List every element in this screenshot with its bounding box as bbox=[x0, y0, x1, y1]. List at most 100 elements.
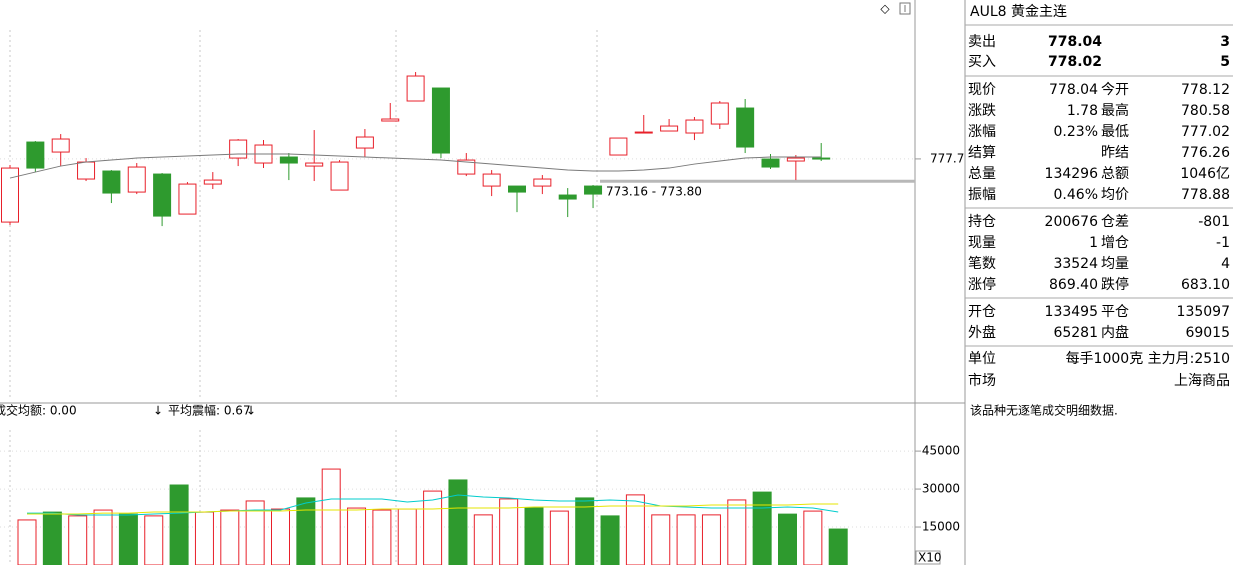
quote-label: 最高 bbox=[1101, 102, 1129, 119]
volume-average bbox=[27, 494, 839, 516]
window-icon[interactable] bbox=[899, 2, 911, 15]
quote-label: 结算 bbox=[968, 145, 996, 161]
indicator-header: 平均震幅: 0.67 bbox=[168, 403, 251, 418]
candle-body bbox=[609, 137, 628, 156]
candle-body bbox=[406, 75, 425, 102]
candle-body bbox=[812, 157, 831, 160]
candle-body bbox=[508, 185, 526, 193]
candle-body bbox=[1, 167, 19, 223]
quote-value: 200676 bbox=[1045, 214, 1099, 230]
quote-value: 778.04 bbox=[1049, 82, 1098, 98]
candle-body bbox=[26, 141, 45, 169]
candle-body bbox=[786, 157, 805, 162]
quote-label: 开仓 bbox=[968, 304, 996, 320]
candle-body bbox=[51, 138, 70, 153]
volume-bar bbox=[651, 514, 671, 565]
quote-label: 笔数 bbox=[968, 256, 996, 272]
quote-label: 内盘 bbox=[1101, 324, 1129, 341]
quote-label: 均量 bbox=[1101, 256, 1129, 272]
info-label: 单位 bbox=[968, 351, 996, 367]
candle-body bbox=[685, 119, 704, 134]
quote-label: 涨跌 bbox=[968, 103, 996, 119]
info-label: 市场 bbox=[968, 372, 996, 389]
quote-value: 4 bbox=[1221, 256, 1230, 272]
quote-label: 涨停 bbox=[968, 276, 996, 293]
quote-label: 总量 bbox=[968, 166, 996, 182]
y-tick-label: 45000 bbox=[922, 444, 960, 458]
quote-label: 增仓 bbox=[1101, 235, 1129, 251]
book-qty: 3 bbox=[1220, 34, 1230, 50]
book-qty: 5 bbox=[1220, 54, 1230, 70]
quote-value: 776.26 bbox=[1181, 145, 1230, 161]
volume-bar bbox=[93, 509, 113, 565]
volume-bar bbox=[296, 497, 316, 565]
moving-average bbox=[9, 153, 822, 179]
quote-label: 今开 bbox=[1101, 82, 1129, 98]
candle-body bbox=[127, 166, 146, 193]
quote-label: 跌停 bbox=[1101, 276, 1129, 293]
volume-bar bbox=[448, 479, 468, 565]
quote-label: 最低 bbox=[1101, 124, 1129, 140]
diamond-icon[interactable]: ◇ bbox=[880, 2, 890, 16]
indicator-header: ↓ bbox=[246, 404, 256, 418]
quote-label: 总额 bbox=[1101, 166, 1129, 182]
volume-bar bbox=[803, 510, 823, 565]
book-label: 买入 bbox=[968, 54, 996, 70]
multiplier-box bbox=[915, 550, 941, 565]
book-price: 778.04 bbox=[1048, 34, 1102, 50]
quote-label: 平仓 bbox=[1101, 304, 1129, 320]
candle-body bbox=[279, 156, 298, 164]
candle-body bbox=[584, 185, 603, 195]
quote-value: 1046亿 bbox=[1180, 166, 1230, 182]
volume-bar bbox=[220, 509, 240, 565]
candle-body bbox=[431, 87, 450, 154]
candle-body bbox=[178, 183, 197, 215]
volume-bar bbox=[778, 513, 797, 565]
volume-bar bbox=[17, 519, 37, 565]
volume-bar bbox=[245, 500, 265, 565]
candle-body bbox=[305, 162, 324, 167]
quote-value: 778.12 bbox=[1181, 82, 1230, 98]
volume-bar bbox=[701, 514, 721, 565]
volume-bar bbox=[423, 490, 443, 565]
y-tick-label: 30000 bbox=[922, 482, 960, 496]
quote-label: 涨幅 bbox=[968, 124, 996, 140]
quote-value: 0.46% bbox=[1054, 187, 1098, 203]
candle-body bbox=[533, 178, 552, 187]
multiplier-label: X10 bbox=[918, 551, 942, 565]
candle-body bbox=[761, 158, 780, 168]
volume-bar bbox=[397, 508, 417, 565]
candle-body bbox=[634, 131, 653, 134]
quote-label: 均价 bbox=[1101, 187, 1129, 203]
indicator-header: ↓ bbox=[153, 404, 163, 418]
volume-bar bbox=[575, 497, 595, 565]
quote-value: 65281 bbox=[1053, 325, 1098, 341]
quote-value: 1.78 bbox=[1067, 103, 1098, 119]
candle-body bbox=[355, 136, 374, 149]
quote-value: 1 bbox=[1089, 235, 1098, 251]
quote-value: 780.58 bbox=[1181, 103, 1230, 119]
quote-value: 0.23% bbox=[1054, 124, 1098, 140]
volume-average bbox=[27, 503, 839, 515]
info-text: 上海商品 bbox=[1174, 373, 1230, 389]
volume-bar bbox=[372, 509, 392, 565]
quote-label: 昨结 bbox=[1101, 145, 1129, 161]
volume-bar bbox=[499, 498, 519, 565]
candle-body bbox=[330, 161, 349, 191]
quote-value: 135097 bbox=[1177, 304, 1230, 320]
volume-bar bbox=[42, 511, 62, 565]
y-tick-label: 15000 bbox=[922, 520, 960, 534]
quote-value: 683.10 bbox=[1181, 277, 1230, 293]
volume-bar bbox=[321, 468, 341, 565]
volume-bar bbox=[194, 511, 214, 565]
book-label: 卖出 bbox=[968, 34, 996, 50]
volume-bar bbox=[625, 494, 645, 565]
note: 该品种无逐笔成交明细数据. bbox=[970, 403, 1118, 418]
candle-body bbox=[482, 173, 501, 187]
volume-bar bbox=[727, 499, 747, 565]
quote-value: 777.02 bbox=[1181, 124, 1230, 140]
quote-value: 778.88 bbox=[1181, 187, 1230, 203]
quote-label: 外盘 bbox=[968, 324, 996, 341]
candle-body bbox=[558, 194, 577, 200]
